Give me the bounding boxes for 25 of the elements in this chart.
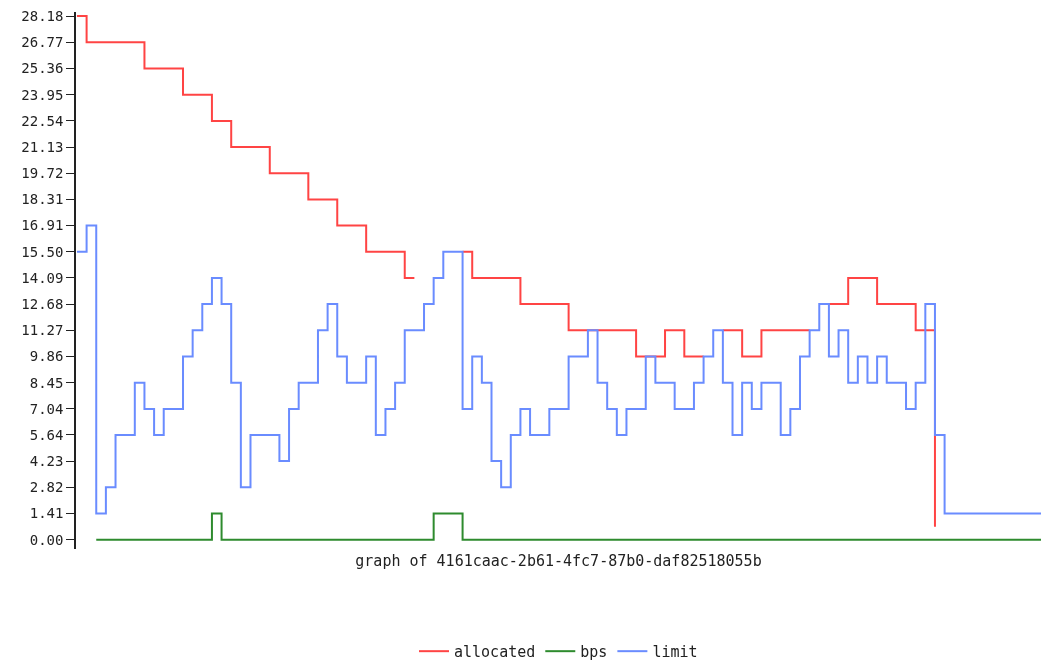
y-tick-label: 9.86: [29, 348, 64, 365]
y-tick-label: 4.23: [29, 453, 64, 470]
y-tick-label: 25.36: [21, 60, 64, 77]
legend-label: allocated: [454, 643, 536, 662]
y-tick-label: 2.82: [29, 479, 64, 496]
y-tick-label: 21.13: [21, 138, 64, 155]
y-tick-label: 16.91: [21, 217, 64, 234]
y-tick-label: 8.45: [29, 374, 64, 391]
y-tick-label: 5.64: [29, 426, 64, 443]
y-tick-label: 28.18: [21, 7, 64, 24]
legend-label: limit: [652, 643, 698, 662]
y-tick-label: 23.95: [21, 86, 64, 103]
y-tick-label: 1.41: [29, 505, 64, 522]
legend-label: bps: [580, 643, 608, 662]
x-axis-title: graph of 4161caac-2b61-4fc7-87b0-daf82518055b: [355, 552, 762, 570]
y-tick-label: 0.00: [29, 531, 64, 548]
y-tick-label: 11.27: [21, 322, 64, 339]
y-tick-label: 15.50: [21, 243, 64, 260]
y-tick-label: 7.04: [29, 400, 64, 417]
y-tick-label: 22.54: [21, 112, 64, 129]
y-tick-label: 12.68: [21, 296, 64, 312]
y-tick-label: 26.77: [21, 34, 64, 51]
y-tick-label: 14.09: [21, 269, 64, 286]
y-tick-label: 19.72: [21, 165, 64, 182]
y-tick-label: 18.31: [21, 191, 64, 208]
